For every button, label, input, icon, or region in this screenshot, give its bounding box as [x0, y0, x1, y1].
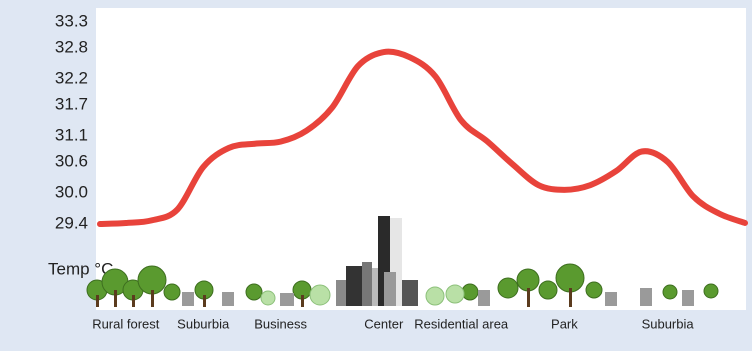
- y-tick-label: 30.0: [55, 182, 88, 201]
- x-tick-label: Suburbia: [177, 316, 230, 331]
- scenery: [86, 216, 719, 307]
- y-tick-label: 32.8: [55, 37, 88, 56]
- y-tick-label: 32.2: [55, 68, 88, 87]
- x-tick-label: Park: [551, 316, 578, 331]
- x-tick-label: Residential area: [414, 316, 509, 331]
- plot-area: [96, 8, 746, 310]
- y-tick-label: 30.6: [55, 151, 88, 170]
- x-tick-label: Rural forest: [92, 316, 160, 331]
- x-tick-label: Business: [254, 316, 307, 331]
- x-tick-label: Center: [364, 316, 404, 331]
- y-tick-label: 33.3: [55, 11, 88, 30]
- y-axis-label: Temp °C: [48, 259, 113, 278]
- x-tick-label: Suburbia: [642, 316, 695, 331]
- y-tick-label: 31.7: [55, 94, 88, 113]
- y-tick-label: 31.1: [55, 125, 88, 144]
- y-tick-label: 29.4: [55, 213, 88, 232]
- temperature-line: [97, 48, 748, 227]
